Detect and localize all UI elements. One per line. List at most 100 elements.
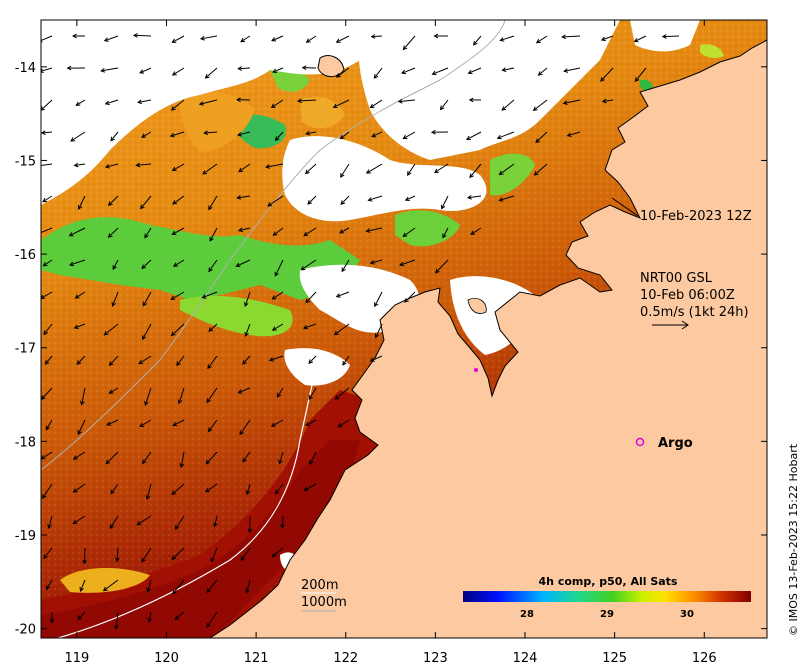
current-arrow-head: [307, 199, 313, 205]
current-arrow: [41, 131, 53, 134]
current-arrow-head: [205, 459, 211, 465]
current-arrow-head: [271, 295, 277, 300]
current-arrow-head: [404, 196, 410, 202]
current-arrow: [176, 355, 185, 366]
current-arrow-head: [304, 169, 310, 175]
current-arrow: [41, 67, 53, 72]
current-arrow: [402, 227, 416, 237]
current-arrow: [279, 451, 284, 464]
current-arrow-head: [206, 398, 211, 404]
current-arrow-head: [601, 98, 607, 104]
current-arrow: [335, 387, 350, 400]
current-arrow: [239, 419, 251, 435]
current-arrow-head: [108, 361, 114, 366]
current-arrow: [269, 355, 284, 361]
current-arrow-head: [369, 103, 375, 109]
current-arrow: [208, 259, 218, 272]
current-arrow: [305, 291, 317, 303]
current-arrow-head: [333, 330, 339, 336]
current-arrow: [370, 355, 383, 362]
current-arrow-head: [271, 552, 277, 558]
current-arrow: [171, 99, 185, 111]
current-arrow-head: [68, 232, 74, 237]
current-arrow-head: [77, 204, 83, 210]
current-arrow: [178, 387, 185, 404]
current-arrow: [46, 579, 53, 590]
current-arrow-head: [265, 164, 271, 169]
current-arrow-head: [242, 457, 247, 463]
current-arrow-head: [72, 33, 77, 39]
current-arrow: [69, 227, 86, 237]
current-arrow-head: [112, 265, 117, 270]
current-arrow: [272, 291, 284, 300]
current-arrow-head: [404, 298, 409, 303]
current-arrow: [535, 131, 548, 143]
current-arrow: [366, 227, 383, 232]
current-arrow-head: [136, 520, 142, 526]
current-arrow-head: [79, 400, 85, 406]
current-arrow-head: [172, 200, 178, 205]
current-arrow: [208, 419, 218, 432]
current-arrow-head: [535, 38, 541, 44]
current-arrow-head: [244, 331, 249, 337]
current-arrow-head: [106, 421, 112, 426]
y-tick-label: -19: [15, 529, 36, 544]
current-arrow: [265, 163, 284, 168]
current-arrow: [303, 323, 317, 329]
isobath-1000m-label: 1000m: [301, 595, 347, 610]
y-axis: -14 -15 -16 -17 -18 -19 -20: [15, 61, 767, 638]
current-arrow: [133, 34, 152, 37]
current-arrow-head: [177, 399, 183, 405]
current-arrow: [306, 35, 317, 43]
current-arrow: [202, 291, 218, 299]
current-arrow-head: [70, 137, 76, 142]
current-arrow-head: [402, 232, 408, 238]
current-arrow-head: [245, 588, 250, 594]
current-arrow: [147, 579, 152, 592]
current-arrow-head: [271, 37, 277, 42]
current-arrow-head: [470, 230, 476, 235]
current-arrow: [342, 355, 350, 366]
current-arrow: [401, 67, 416, 74]
current-arrow: [211, 547, 218, 562]
current-arrow: [334, 323, 350, 336]
current-arrow: [148, 611, 152, 622]
current-arrow-head: [433, 33, 439, 39]
current-arrow: [245, 579, 251, 593]
warm-water-region: [41, 390, 380, 638]
isobath-200m-label: 200m: [301, 578, 338, 593]
current-arrow: [48, 515, 53, 529]
y-tick-label: -15: [15, 154, 36, 169]
current-arrow: [469, 163, 482, 178]
current-arrow-head: [467, 69, 473, 75]
colorbar-tick-label: 29: [600, 609, 614, 620]
y-tick-label: -16: [15, 248, 36, 263]
current-arrow-head: [110, 136, 115, 142]
current-arrow: [209, 227, 218, 242]
current-arrow-head: [237, 227, 243, 233]
current-arrow-head: [142, 335, 147, 341]
current-arrow: [301, 259, 317, 271]
current-arrow: [141, 259, 152, 269]
current-arrow-head: [107, 233, 113, 238]
current-arrow-head: [305, 130, 311, 136]
current-arrow-head: [303, 231, 309, 237]
current-arrow: [405, 195, 416, 201]
current-arrow: [202, 163, 218, 175]
current-arrow-head: [42, 261, 48, 267]
current-time-label: 10-Feb 06:00Z: [640, 288, 735, 303]
current-arrow: [78, 195, 86, 210]
current-arrow-head: [401, 69, 407, 75]
current-arrow-head: [371, 133, 377, 138]
current-arrow: [340, 195, 350, 205]
current-arrow-head: [72, 455, 78, 460]
current-arrow: [246, 483, 251, 495]
current-arrow: [173, 419, 185, 426]
current-arrow-head: [468, 97, 474, 103]
current-arrow-head: [109, 524, 115, 530]
current-arrow-head: [278, 459, 283, 465]
current-arrow: [375, 323, 383, 338]
current-arrow: [538, 67, 548, 76]
current-arrow-head: [236, 195, 242, 200]
current-arrow: [41, 451, 53, 460]
